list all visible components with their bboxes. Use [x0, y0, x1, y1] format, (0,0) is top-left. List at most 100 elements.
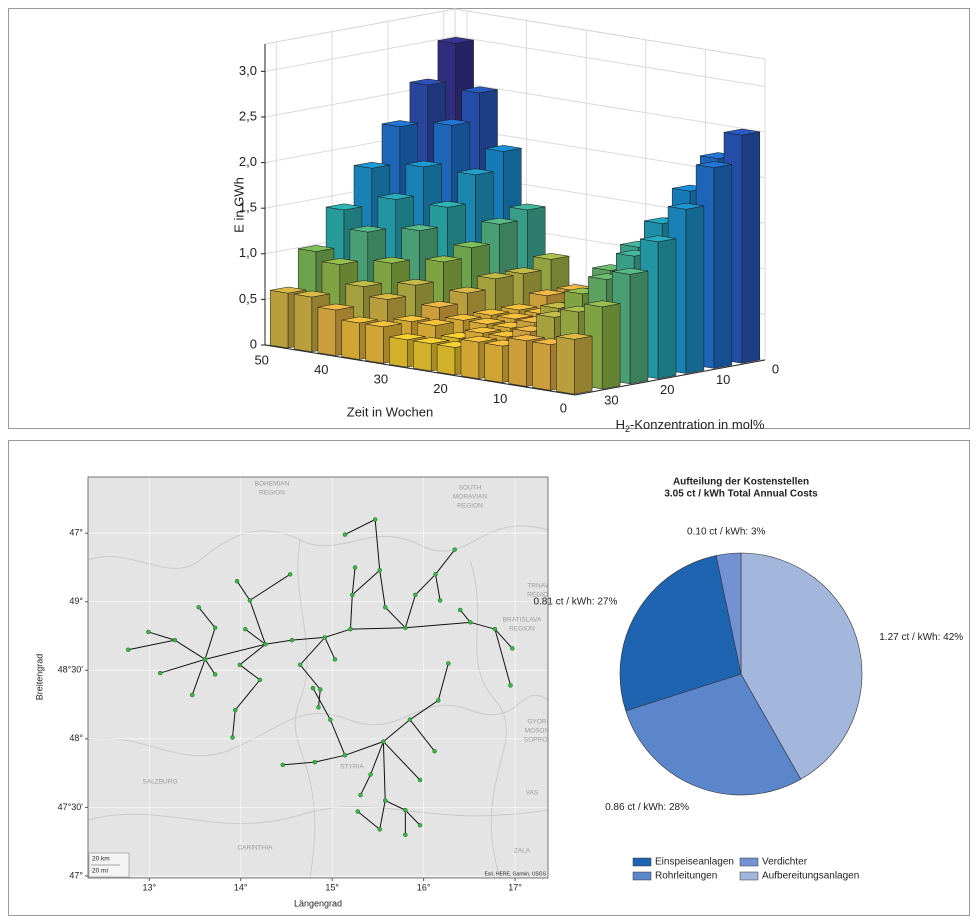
map-frame — [87, 476, 549, 879]
scale-label: 20 km — [92, 856, 110, 863]
grid-line — [264, 35, 766, 87]
y-axis-title: Breitengrad — [34, 654, 44, 701]
y-tick-label: 49° — [69, 596, 83, 606]
z-axis-title: E in GWh — [231, 177, 246, 233]
boundary — [469, 559, 507, 878]
pipeline — [344, 519, 376, 536]
pie-subtitle: 3.05 ct / kWh Total Annual Costs — [664, 489, 818, 500]
pipeline — [494, 628, 513, 649]
pipeline — [314, 754, 346, 763]
legend-label: Verdichter — [762, 857, 808, 868]
bar-front — [413, 340, 432, 372]
pipeline — [329, 719, 346, 756]
x-tick-label: 50 — [254, 352, 268, 367]
pipeline — [174, 639, 206, 660]
y-tick-label: 0 — [772, 361, 779, 376]
node — [332, 657, 338, 662]
region-label: MORAVIAN — [453, 494, 487, 501]
bar-front — [341, 319, 360, 360]
node — [196, 604, 201, 610]
node — [403, 625, 408, 631]
bar-top — [397, 278, 434, 286]
y-tick-label: 48° — [69, 733, 83, 743]
pipeline — [324, 637, 336, 660]
bar-top — [477, 272, 514, 280]
y-tick-label: 47° — [69, 870, 83, 880]
region-label: REGION — [527, 592, 553, 599]
bar-side — [574, 335, 593, 395]
pipeline — [351, 567, 356, 595]
bar-top — [270, 286, 307, 294]
pipeline — [236, 580, 251, 601]
node — [212, 625, 218, 631]
bar-top — [481, 217, 518, 225]
legend-label: Rohrleitungen — [655, 871, 717, 882]
x-tick-label: 16° — [417, 882, 431, 892]
bar-front — [389, 336, 408, 368]
legend-swatch — [632, 871, 652, 881]
pipeline — [435, 549, 456, 575]
node — [125, 647, 131, 652]
pipeline — [299, 637, 326, 666]
pipeline — [299, 664, 321, 690]
node — [403, 807, 408, 813]
pie-title: Aufteilung der Kostenstellen — [673, 477, 809, 488]
y-tick-label: 47° — [69, 528, 83, 538]
attribution: Esri, HERE, Garmin, USGS — [485, 871, 547, 877]
pipeline — [239, 664, 261, 681]
bar-top — [460, 335, 497, 343]
pipeline — [374, 519, 381, 571]
node — [377, 567, 382, 573]
pie-label: 1.27 ct / kWh: 42% — [879, 632, 963, 643]
pipeline — [204, 627, 216, 660]
region-label: VAS — [526, 790, 539, 797]
bar-top — [413, 337, 450, 344]
node — [190, 692, 195, 698]
bar-top — [696, 161, 732, 168]
pipeline — [239, 643, 266, 666]
pipeline — [249, 573, 291, 601]
bar-top — [529, 289, 565, 297]
node — [368, 772, 373, 777]
bar-top — [326, 203, 362, 211]
node — [234, 578, 240, 584]
node — [312, 759, 318, 765]
y-tick-label: 30 — [604, 392, 618, 407]
node — [452, 547, 457, 552]
bar-front — [365, 323, 384, 364]
node — [287, 572, 293, 577]
node — [237, 662, 243, 668]
legend-label: Aufbereitungsanlagen — [762, 871, 859, 882]
node — [352, 565, 358, 570]
pipeline — [191, 659, 206, 696]
region-label: BOHEMIAN — [255, 481, 290, 488]
node — [355, 809, 361, 814]
bar-top — [473, 308, 510, 316]
pipeline — [470, 621, 496, 630]
node — [289, 637, 295, 643]
pipeline — [312, 687, 331, 720]
x-tick-label: 20 — [433, 381, 447, 396]
pipeline — [409, 700, 439, 721]
bar-top — [317, 303, 354, 311]
pipeline — [349, 594, 353, 630]
bar — [556, 332, 593, 395]
node — [328, 717, 333, 722]
node — [358, 792, 363, 798]
pie-label: 0.10 ct / kWh: 3% — [687, 526, 765, 537]
bar-top — [381, 120, 418, 127]
region-label: SOPRON — [524, 737, 552, 744]
pipeline — [357, 811, 381, 830]
node — [417, 822, 423, 828]
bar-top — [369, 293, 406, 300]
map-layer: BOHEMIAN REGION SOUTH MORAVIAN REGION TR… — [88, 477, 553, 878]
y-axis — [574, 359, 766, 396]
boundary — [88, 806, 548, 825]
bar-front — [269, 290, 289, 349]
bar-top — [640, 235, 677, 243]
region-label: MOSON- — [525, 728, 552, 735]
bar-front — [436, 344, 456, 376]
bar-top — [373, 256, 410, 264]
bar-top — [461, 86, 498, 94]
